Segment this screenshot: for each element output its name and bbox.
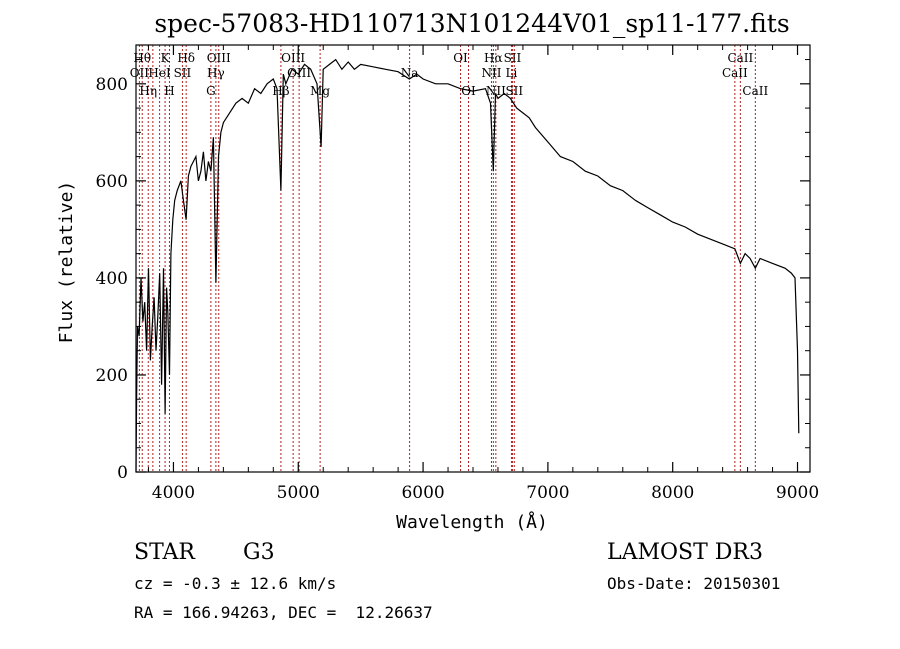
line-marker-label-22: Li bbox=[506, 66, 518, 80]
object-subclass: G3 bbox=[243, 540, 275, 565]
x-axis-ticks: 4000 5000 6000 7000 8000 9000 bbox=[147, 45, 819, 503]
line-marker-label-15: Mg bbox=[310, 84, 330, 98]
line-marker-label-25: CaII bbox=[722, 66, 748, 80]
y-axis-ticks: 0 200 400 600 800 bbox=[96, 59, 810, 483]
x-tick-label-4000: 4000 bbox=[152, 483, 195, 503]
line-marker-label-23: SII bbox=[504, 51, 522, 65]
line-marker-label-19: NII bbox=[481, 66, 501, 80]
line-marker-label-26: CaII bbox=[727, 51, 753, 65]
spectral-line-labels: HθOIIHηHeIKHSIIHδGHγOIIIHβOIIIOIIIMgNaOI… bbox=[130, 51, 769, 98]
y-tick-label-600: 600 bbox=[96, 172, 128, 192]
line-marker-label-17: OI bbox=[453, 51, 468, 65]
line-marker-label-20: Hα bbox=[484, 51, 503, 65]
x-tick-label-7000: 7000 bbox=[526, 483, 569, 503]
spectral-line-markers bbox=[138, 45, 756, 472]
obs-date: Obs-Date: 20150301 bbox=[607, 574, 781, 593]
x-tick-label-8000: 8000 bbox=[651, 483, 694, 503]
survey-name: LAMOST DR3 bbox=[607, 540, 763, 565]
x-tick-label-6000: 6000 bbox=[401, 483, 444, 503]
x-axis-label: Wavelength (Å) bbox=[396, 511, 548, 533]
spectrum-line bbox=[135, 58, 800, 473]
line-marker-label-12: Hβ bbox=[272, 84, 289, 98]
line-marker-label-9: G bbox=[206, 84, 216, 98]
line-marker-label-2: Hη bbox=[139, 84, 157, 98]
line-marker-label-1: OII bbox=[130, 66, 150, 80]
x-tick-label-5000: 5000 bbox=[277, 483, 320, 503]
line-marker-label-5: K bbox=[161, 51, 171, 65]
y-tick-label-800: 800 bbox=[96, 75, 128, 95]
line-marker-label-11: OIII bbox=[207, 51, 231, 65]
y-tick-label-0: 0 bbox=[117, 463, 128, 483]
y-axis-label: Flux (relative) bbox=[56, 181, 77, 344]
chart-title: spec-57083-HD110713N101244V01_sp11-177.f… bbox=[154, 9, 789, 38]
redshift-readout: cz = -0.3 ± 12.6 km/s bbox=[134, 574, 337, 593]
y-tick-label-200: 200 bbox=[96, 366, 128, 386]
line-marker-label-27: CaII bbox=[742, 84, 768, 98]
line-marker-label-16: Na bbox=[401, 66, 419, 80]
coordinates: RA = 166.94263, DEC = 12.26637 bbox=[134, 603, 433, 622]
object-class: STAR bbox=[134, 540, 195, 565]
line-marker-label-4: HeI bbox=[148, 66, 171, 80]
y-tick-label-400: 400 bbox=[96, 269, 128, 289]
line-marker-label-21: NII bbox=[486, 84, 506, 98]
line-marker-label-0: Hθ bbox=[133, 51, 151, 65]
plot-frame bbox=[135, 44, 811, 473]
line-marker-label-7: SII bbox=[174, 66, 192, 80]
line-marker-label-13: OIII bbox=[281, 51, 305, 65]
line-marker-label-8: Hδ bbox=[177, 51, 195, 65]
line-marker-label-18: OI bbox=[461, 84, 476, 98]
line-marker-label-24: SII bbox=[505, 84, 523, 98]
line-marker-label-10: Hγ bbox=[207, 66, 225, 80]
line-marker-label-6: H bbox=[164, 84, 174, 98]
x-tick-label-9000: 9000 bbox=[776, 483, 819, 503]
